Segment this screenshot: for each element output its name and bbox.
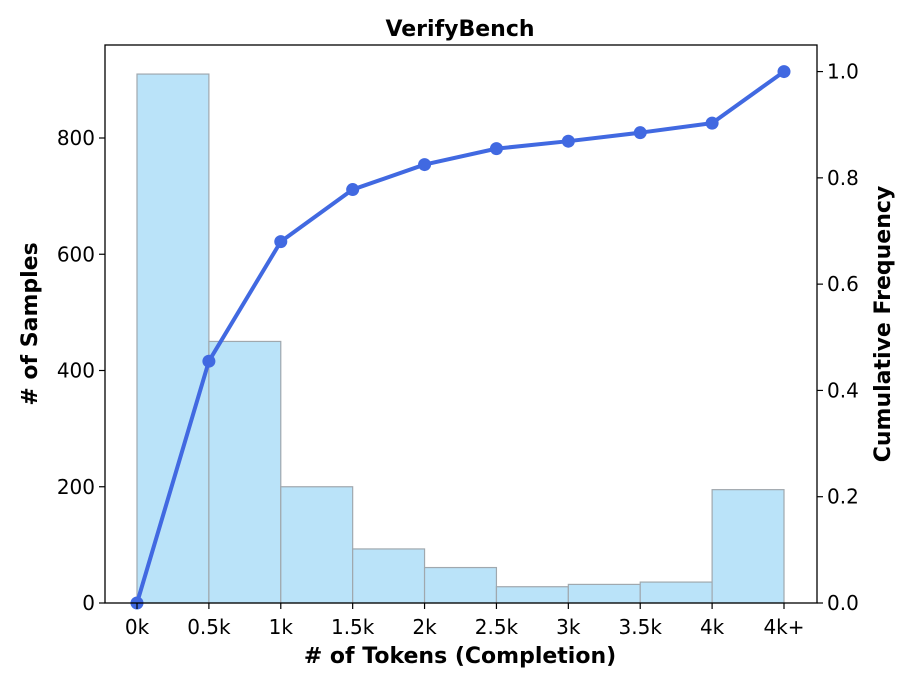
cumulative-point-8	[705, 116, 719, 130]
histogram-bar-4	[423, 566, 498, 604]
cumulative-point-5	[489, 142, 503, 156]
y-tick-label-1: 200	[57, 475, 95, 499]
cumulative-line	[130, 65, 791, 610]
cumulative-point-1	[202, 354, 216, 368]
x-tick-label-5: 2.5k	[475, 615, 519, 639]
histogram-bar-3	[352, 548, 426, 604]
histogram-bar-7	[639, 581, 713, 604]
y2-tick-label-0: 0.0	[827, 591, 859, 615]
x-tick-label-8: 4k	[700, 615, 725, 639]
histogram-bar-5	[495, 586, 569, 604]
x-tick-label-1: 0.5k	[187, 615, 231, 639]
x-axis: 0k 0.5k 1k 1.5k 2k 2.5k 3k 3.5k 4k 4k+	[125, 603, 805, 639]
cumulative-point-7	[633, 126, 647, 140]
y2-tick-label-1: 0.2	[827, 485, 859, 509]
histogram-bar-8	[711, 489, 785, 604]
x-tick-label-4: 2k	[412, 615, 437, 639]
y2-axis-title: Cumulative Frequency	[871, 186, 896, 463]
histogram-bar-2	[280, 486, 354, 604]
y-axis-title: # of Samples	[18, 242, 43, 405]
y-tick-label-4: 800	[57, 126, 95, 150]
histogram-bars	[136, 73, 785, 604]
y-tick-label-2: 400	[57, 359, 95, 383]
histogram-bar-1	[208, 340, 282, 604]
y-tick-label-3: 600	[57, 242, 95, 266]
x-tick-label-0: 0k	[125, 615, 150, 639]
cumulative-point-4	[418, 158, 432, 172]
cumulative-point-9	[777, 65, 791, 79]
y-axis-left: 0 200 400 600 800	[57, 126, 105, 615]
cumulative-point-2	[274, 235, 288, 249]
x-tick-label-3: 1.5k	[331, 615, 375, 639]
cumulative-point-3	[346, 183, 360, 197]
x-tick-label-9: 4k+	[763, 615, 804, 639]
cumulative-point-6	[561, 134, 575, 148]
plot-frame	[104, 44, 818, 604]
y2-tick-label-5: 1.0	[827, 60, 859, 84]
x-tick-label-2: 1k	[269, 615, 294, 639]
y2-tick-label-3: 0.6	[827, 272, 859, 296]
histogram-bar-0	[136, 73, 210, 604]
y2-tick-label-4: 0.8	[827, 166, 859, 190]
x-tick-label-7: 3.5k	[619, 615, 663, 639]
chart-title: VerifyBench	[385, 17, 534, 42]
histogram-bar-6	[567, 583, 641, 604]
y-tick-label-0: 0	[82, 591, 95, 615]
y-axis-right: 0.0 0.2 0.4 0.6 0.8 1.0	[817, 60, 859, 615]
x-tick-label-6: 3k	[556, 615, 581, 639]
cumulative-line-path	[135, 69, 786, 604]
x-axis-title: # of Tokens (Completion)	[304, 644, 616, 669]
y2-tick-label-2: 0.4	[827, 378, 859, 402]
